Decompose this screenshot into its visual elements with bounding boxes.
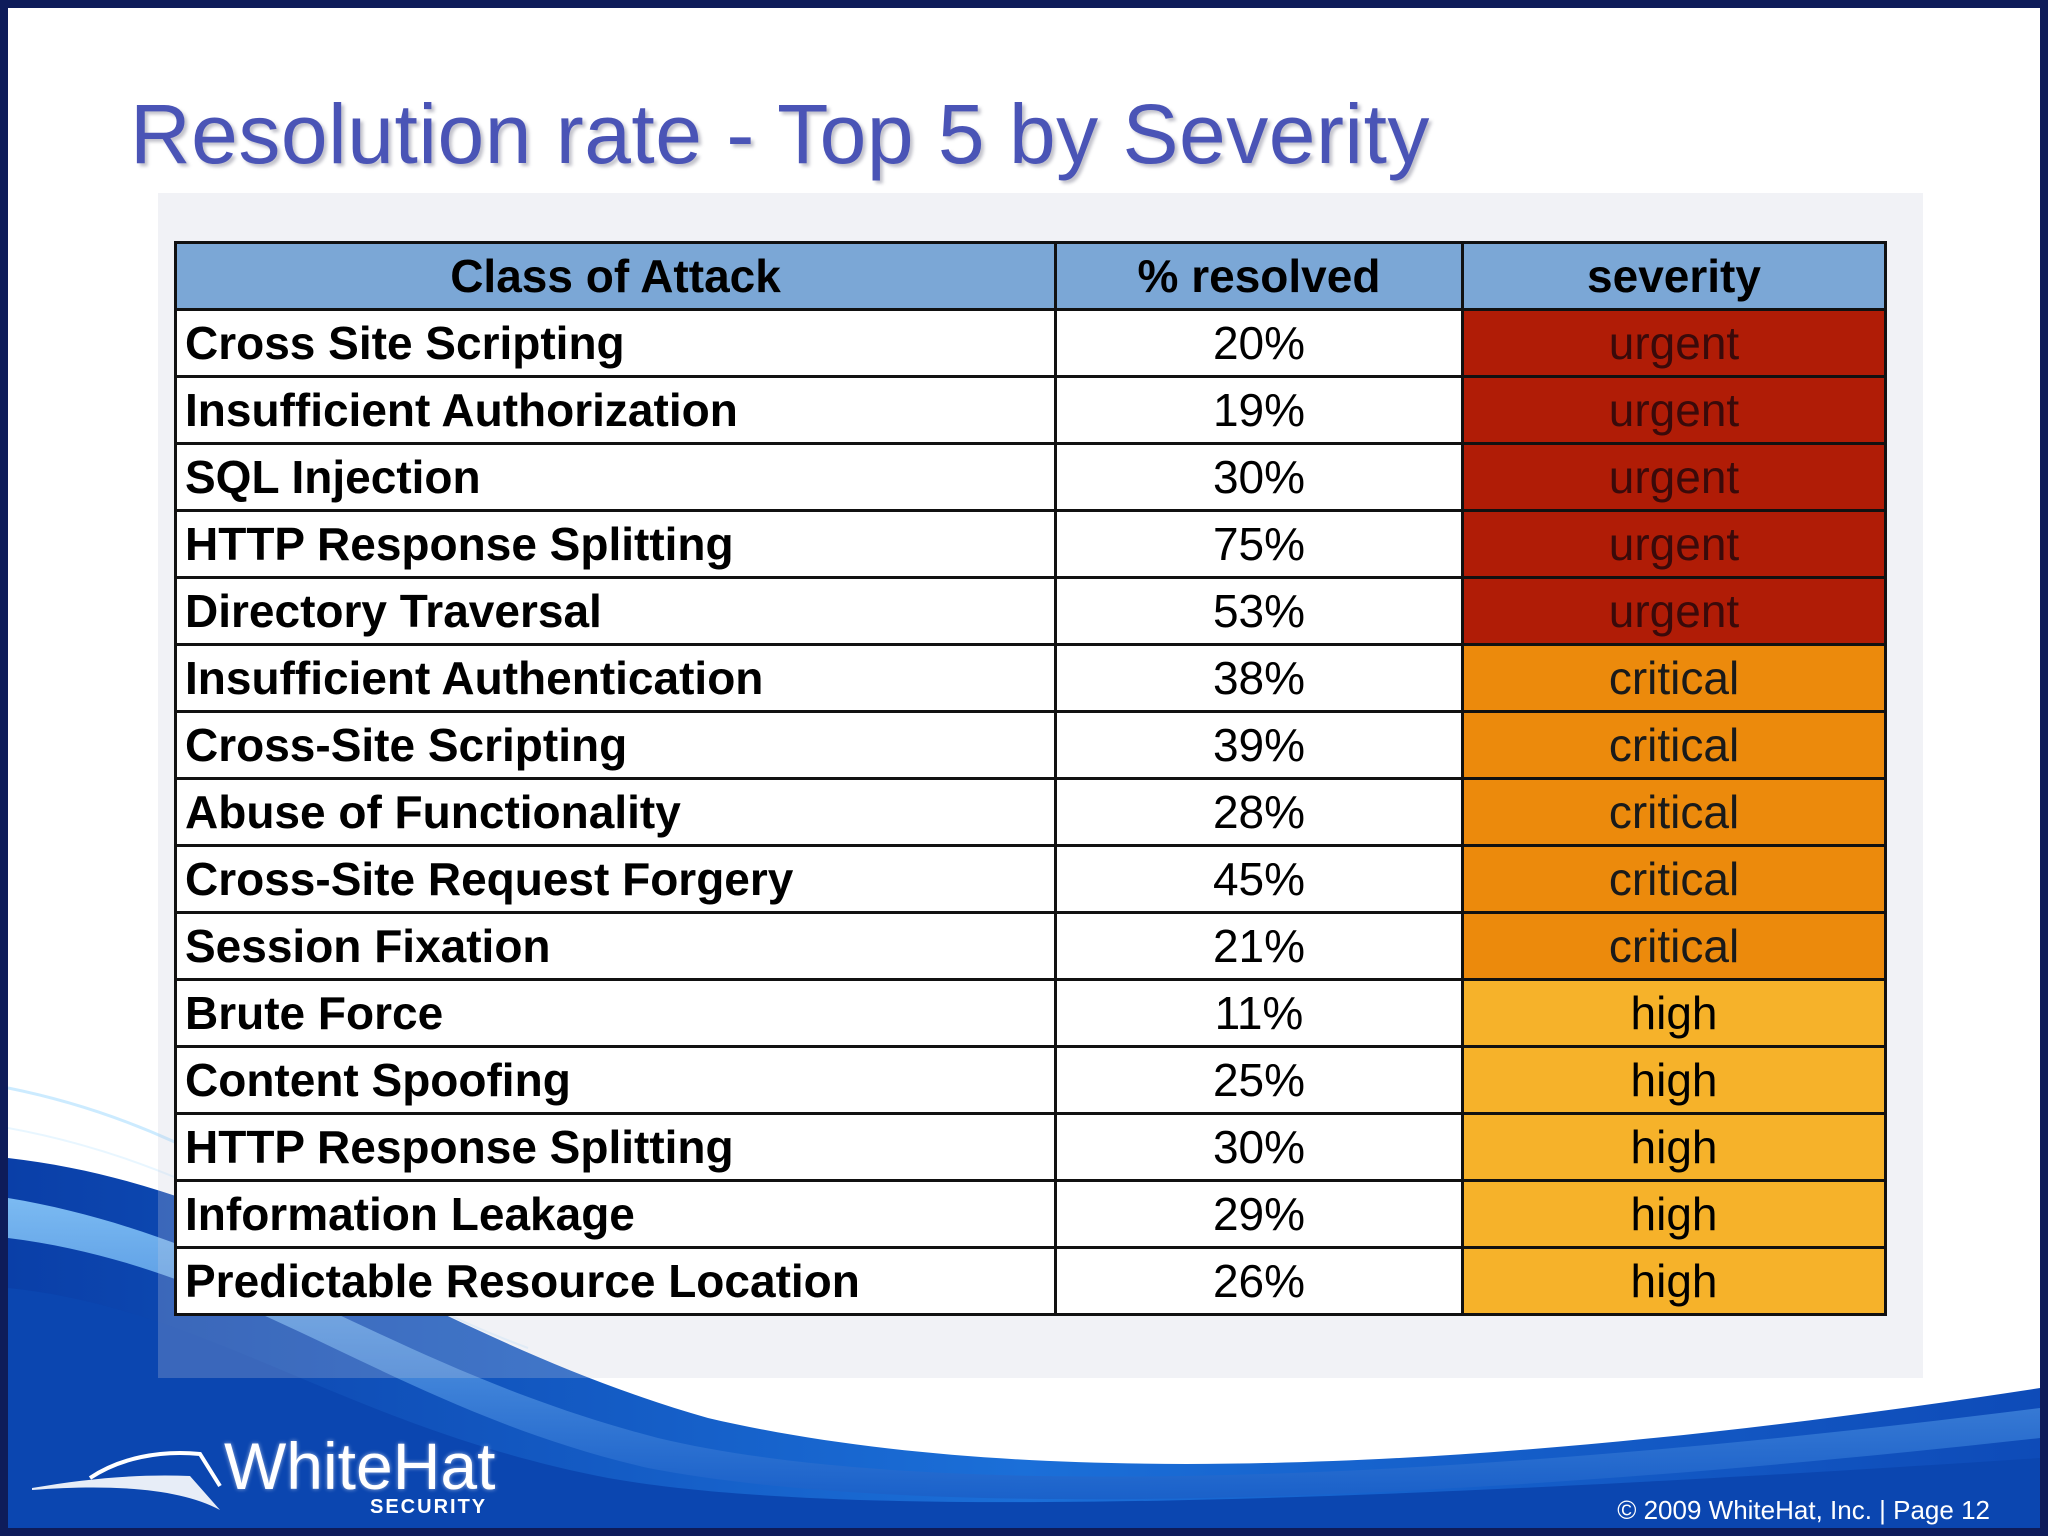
- severity-cell: high: [1461, 1179, 1887, 1249]
- table-row: Predictable Resource Location 26% high: [174, 1246, 1887, 1316]
- table-row: Cross-Site Request Forgery 45% critical: [174, 844, 1887, 914]
- header-percent-resolved: % resolved: [1054, 241, 1464, 311]
- severity-cell: high: [1461, 1246, 1887, 1316]
- percent-resolved-cell: 30%: [1054, 1112, 1464, 1182]
- percent-resolved-cell: 26%: [1054, 1246, 1464, 1316]
- table-row: HTTP Response Splitting 30% high: [174, 1112, 1887, 1182]
- percent-resolved-cell: 75%: [1054, 509, 1464, 579]
- header-class-of-attack: Class of Attack: [174, 241, 1057, 311]
- attack-class-cell: Directory Traversal: [174, 576, 1057, 646]
- page-title: Resolution rate - Top 5 by Severity: [130, 87, 1430, 181]
- severity-cell: high: [1461, 1045, 1887, 1115]
- severity-cell: critical: [1461, 911, 1887, 981]
- slide: Resolution rate - Top 5 by Severity Clas…: [8, 8, 2040, 1528]
- table-row: Brute Force 11% high: [174, 978, 1887, 1048]
- attack-class-cell: Cross-Site Request Forgery: [174, 844, 1057, 914]
- attack-class-cell: SQL Injection: [174, 442, 1057, 512]
- whitehat-logo-icon: [32, 1451, 222, 1510]
- severity-cell: high: [1461, 978, 1887, 1048]
- severity-cell: urgent: [1461, 576, 1887, 646]
- table-row: Information Leakage 29% high: [174, 1179, 1887, 1249]
- attack-class-cell: Predictable Resource Location: [174, 1246, 1057, 1316]
- header-severity: severity: [1461, 241, 1887, 311]
- table-row: Content Spoofing 25% high: [174, 1045, 1887, 1115]
- attack-class-cell: Cross Site Scripting: [174, 308, 1057, 378]
- severity-cell: high: [1461, 1112, 1887, 1182]
- percent-resolved-cell: 29%: [1054, 1179, 1464, 1249]
- table-row: Cross Site Scripting 20% urgent: [174, 308, 1887, 378]
- logo-subtitle: SECURITY: [370, 1496, 488, 1518]
- attack-class-cell: Cross-Site Scripting: [174, 710, 1057, 780]
- percent-resolved-cell: 53%: [1054, 576, 1464, 646]
- table-header-row: Class of Attack % resolved severity: [174, 241, 1887, 311]
- attack-class-cell: Abuse of Functionality: [174, 777, 1057, 847]
- percent-resolved-cell: 19%: [1054, 375, 1464, 445]
- attack-class-cell: Information Leakage: [174, 1179, 1057, 1249]
- percent-resolved-cell: 25%: [1054, 1045, 1464, 1115]
- table-body: Cross Site Scripting 20% urgent Insufficien…: [174, 308, 1887, 1316]
- table-row: Insufficient Authentication 38% critical: [174, 643, 1887, 713]
- logo-name: WhiteHat: [224, 1429, 496, 1503]
- footer-copyright: © 2009 WhiteHat, Inc. | Page 12: [1617, 1495, 1990, 1525]
- attack-class-cell: Session Fixation: [174, 911, 1057, 981]
- percent-resolved-cell: 39%: [1054, 710, 1464, 780]
- severity-cell: urgent: [1461, 509, 1887, 579]
- attack-class-cell: Insufficient Authorization: [174, 375, 1057, 445]
- table-row: Session Fixation 21% critical: [174, 911, 1887, 981]
- percent-resolved-cell: 45%: [1054, 844, 1464, 914]
- table-row: SQL Injection 30% urgent: [174, 442, 1887, 512]
- percent-resolved-cell: 21%: [1054, 911, 1464, 981]
- percent-resolved-cell: 38%: [1054, 643, 1464, 713]
- severity-cell: critical: [1461, 643, 1887, 713]
- severity-cell: critical: [1461, 844, 1887, 914]
- attack-class-cell: Brute Force: [174, 978, 1057, 1048]
- attack-class-cell: Insufficient Authentication: [174, 643, 1057, 713]
- percent-resolved-cell: 28%: [1054, 777, 1464, 847]
- resolution-table: Class of Attack % resolved severity Cros…: [174, 241, 1887, 1316]
- table-row: Insufficient Authorization 19% urgent: [174, 375, 1887, 445]
- attack-class-cell: HTTP Response Splitting: [174, 1112, 1057, 1182]
- table-row: Abuse of Functionality 28% critical: [174, 777, 1887, 847]
- table-row: Directory Traversal 53% urgent: [174, 576, 1887, 646]
- attack-class-cell: HTTP Response Splitting: [174, 509, 1057, 579]
- attack-class-cell: Content Spoofing: [174, 1045, 1057, 1115]
- severity-cell: urgent: [1461, 442, 1887, 512]
- table-row: HTTP Response Splitting 75% urgent: [174, 509, 1887, 579]
- severity-cell: urgent: [1461, 375, 1887, 445]
- severity-cell: critical: [1461, 777, 1887, 847]
- percent-resolved-cell: 20%: [1054, 308, 1464, 378]
- percent-resolved-cell: 30%: [1054, 442, 1464, 512]
- table-row: Cross-Site Scripting 39% critical: [174, 710, 1887, 780]
- severity-cell: critical: [1461, 710, 1887, 780]
- severity-cell: urgent: [1461, 308, 1887, 378]
- percent-resolved-cell: 11%: [1054, 978, 1464, 1048]
